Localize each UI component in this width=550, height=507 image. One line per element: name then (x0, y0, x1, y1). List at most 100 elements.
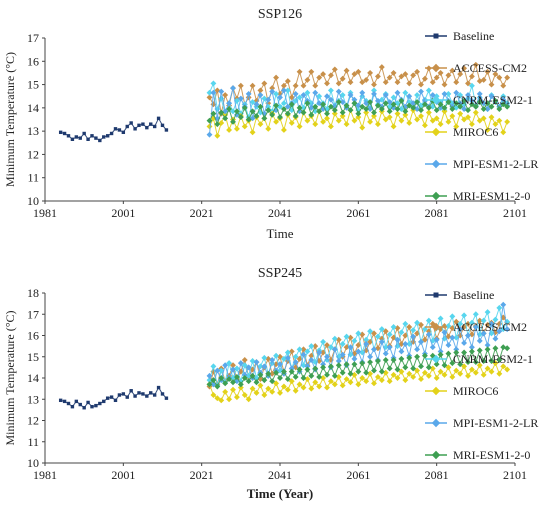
data-point (378, 377, 385, 384)
data-point (457, 110, 464, 117)
data-point (496, 370, 503, 377)
data-point (374, 373, 381, 380)
series-line (60, 117, 167, 142)
data-point (465, 80, 471, 87)
data-point (133, 394, 137, 398)
data-point (402, 377, 409, 384)
data-point (476, 117, 483, 124)
data-point (218, 109, 225, 116)
data-point (492, 360, 499, 367)
data-point (261, 377, 268, 384)
data-point (156, 116, 161, 121)
data-point (241, 123, 248, 130)
data-point (304, 100, 311, 107)
data-point (152, 393, 157, 397)
data-point (363, 369, 370, 376)
legend-item: MPI-ESM1-2-LR (425, 416, 538, 430)
data-point (145, 394, 149, 398)
data-point (300, 375, 307, 381)
legend-label: CNRM-ESM2-1 (453, 93, 533, 107)
data-point (484, 106, 491, 112)
x-tick-label: 2001 (111, 468, 135, 482)
data-point (445, 72, 452, 79)
data-point (222, 388, 229, 395)
data-point (433, 107, 440, 114)
data-point (500, 326, 507, 333)
data-point (386, 344, 393, 351)
data-point (206, 89, 213, 96)
data-point (74, 135, 79, 139)
data-point (414, 99, 421, 105)
data-point (418, 338, 424, 345)
data-point (339, 99, 346, 105)
data-point (355, 348, 362, 355)
data-point (461, 363, 468, 370)
data-point (335, 358, 342, 364)
data-point (230, 362, 236, 369)
y-tick-label: 10 (27, 456, 39, 470)
data-point (58, 398, 63, 403)
data-point (429, 117, 436, 124)
data-point (218, 397, 225, 404)
x-tick-label: 2061 (346, 206, 370, 220)
y-axis-label: Minimum Temperature (°C) (3, 52, 17, 187)
data-point (206, 381, 213, 388)
data-point (273, 118, 280, 125)
data-point (109, 131, 114, 136)
data-point (206, 117, 213, 124)
data-point (504, 74, 511, 81)
data-point (331, 66, 338, 73)
data-point (500, 96, 507, 103)
data-point (433, 115, 440, 122)
data-point (367, 353, 374, 360)
data-point (492, 97, 499, 104)
data-point (320, 118, 327, 125)
data-point (367, 328, 374, 335)
data-point (230, 366, 236, 373)
legend: Baseline ACCESS-CM2 CNRM-ESM2-1 MIROC6 MPI-E… (425, 29, 538, 203)
data-point (480, 358, 487, 364)
data-point (378, 338, 385, 345)
data-point (312, 365, 319, 372)
data-point (78, 402, 82, 407)
data-point (261, 80, 268, 87)
data-point (445, 342, 452, 349)
legend-label: ACCESS-CM2 (453, 320, 527, 334)
data-point (429, 79, 436, 86)
data-point (398, 355, 405, 362)
legend-marker (431, 450, 441, 460)
data-point (86, 400, 90, 405)
data-point (245, 378, 252, 385)
data-point (441, 371, 448, 378)
data-point (461, 312, 468, 319)
data-point (280, 87, 287, 94)
data-point (226, 100, 233, 107)
data-point (488, 320, 495, 327)
data-point (273, 369, 280, 376)
data-point (363, 378, 370, 385)
data-point (129, 121, 133, 125)
data-point (265, 370, 272, 377)
data-point (421, 101, 428, 108)
data-point (382, 356, 389, 363)
data-point (386, 331, 393, 338)
data-point (296, 123, 303, 130)
data-point (320, 71, 327, 78)
data-point (367, 106, 374, 112)
data-point (429, 344, 436, 351)
data-point (312, 82, 319, 89)
data-point (125, 395, 129, 399)
data-point (453, 318, 460, 325)
data-point (316, 93, 323, 100)
data-point (137, 123, 141, 128)
data-point (394, 375, 401, 381)
data-point (453, 100, 460, 107)
data-point (406, 120, 413, 126)
data-point (245, 90, 252, 97)
data-point (437, 101, 444, 108)
data-point (371, 81, 377, 88)
data-point (82, 131, 86, 136)
data-point (496, 106, 503, 112)
data-point (335, 80, 342, 87)
data-point (343, 102, 350, 109)
